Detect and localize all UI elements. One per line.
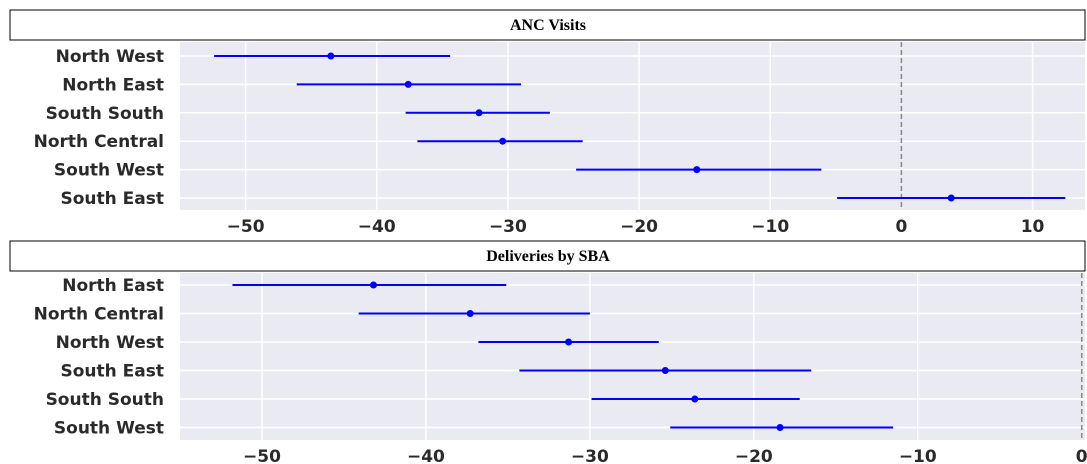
x-tick-label: 10 xyxy=(1021,217,1045,237)
estimate-point xyxy=(499,137,507,145)
plot-area xyxy=(180,42,1085,210)
category-label: North East xyxy=(62,75,164,95)
estimate-point xyxy=(466,310,474,317)
estimate-point xyxy=(776,424,784,431)
x-tick-label: −30 xyxy=(571,447,609,464)
plot-area xyxy=(180,273,1085,440)
x-tick-label: −10 xyxy=(899,447,937,464)
x-tick-label: −20 xyxy=(735,447,773,464)
category-label: South East xyxy=(60,362,164,382)
x-tick-label: −30 xyxy=(489,217,527,237)
x-tick-label: −50 xyxy=(227,217,265,237)
x-tick-label: −10 xyxy=(751,217,789,237)
category-label: South East xyxy=(60,189,164,209)
category-label: South West xyxy=(54,161,164,181)
panel-1-title: ANC Visits xyxy=(510,17,586,34)
panel-2-title-box xyxy=(9,240,1086,272)
estimate-point xyxy=(327,52,335,60)
panel-1-title-box xyxy=(9,9,1086,41)
panel-deliveries-by-sba: North East North Central North West South E… xyxy=(34,273,1087,464)
estimate-point xyxy=(404,80,412,88)
x-tick-label: −40 xyxy=(407,447,445,464)
estimate-point xyxy=(691,395,699,403)
estimate-point xyxy=(475,109,483,117)
estimate-point xyxy=(693,166,701,174)
panel-2-title: Deliveries by SBA xyxy=(486,248,610,265)
x-tick-label: 0 xyxy=(895,217,907,237)
category-label: North Central xyxy=(34,132,164,152)
x-tick-label: −40 xyxy=(358,217,396,237)
estimate-point xyxy=(565,338,573,346)
category-label: South South xyxy=(46,390,164,410)
x-tick-label: −20 xyxy=(620,217,658,237)
category-label: North Central xyxy=(34,305,164,325)
x-tick-label: −50 xyxy=(243,447,281,464)
estimate-point xyxy=(947,194,955,202)
estimate-point xyxy=(369,281,377,289)
category-label: North East xyxy=(62,276,164,296)
category-label: North West xyxy=(56,47,164,67)
estimate-point xyxy=(661,367,669,374)
category-label: North West xyxy=(56,333,164,353)
panel-anc-visits: North West North East South South North Cen… xyxy=(34,42,1085,237)
category-label: South South xyxy=(46,104,164,124)
category-label: South West xyxy=(54,419,164,439)
x-tick-label: 0 xyxy=(1076,447,1087,464)
